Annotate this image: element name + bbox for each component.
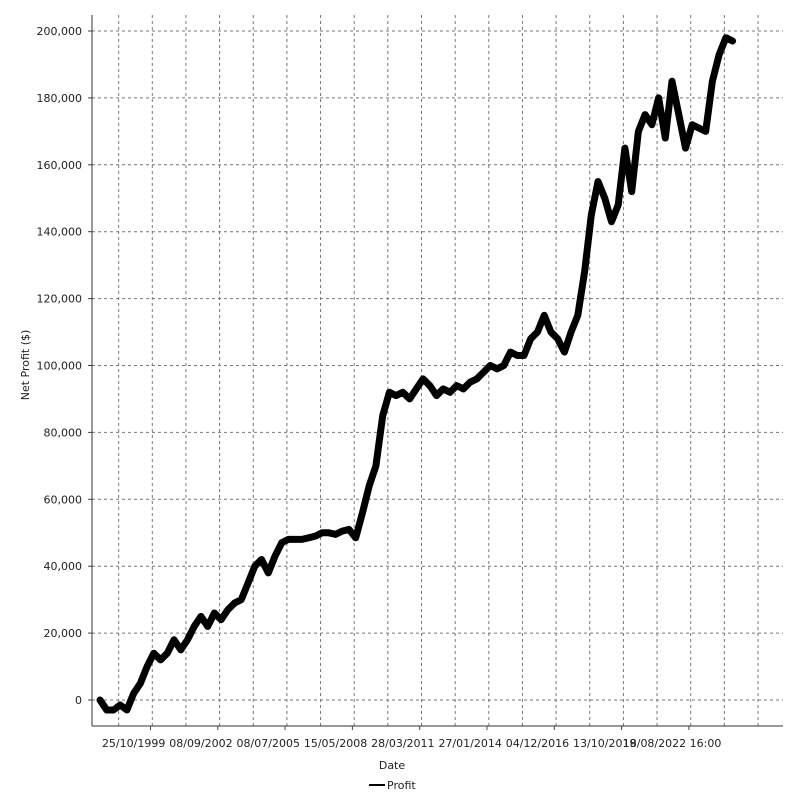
y-tick-label: 200,000 — [37, 25, 83, 38]
y-tick-label: 60,000 — [44, 493, 83, 506]
x-tick-label: 08/07/2005 — [237, 737, 300, 750]
y-tick-label: 120,000 — [37, 293, 83, 306]
axes — [88, 15, 783, 730]
y-tick-label: 0 — [75, 694, 82, 707]
y-tick-label: 40,000 — [44, 560, 83, 573]
legend-label-profit: Profit — [387, 779, 416, 792]
series — [96, 34, 737, 714]
y-axis-title: Net Profit ($) — [19, 330, 32, 401]
y-tick-label: 20,000 — [44, 627, 83, 640]
grid — [92, 15, 783, 726]
tick-labels: 0 20,000 40,000 60,000 80,000 100,000 120,000 1… — [37, 25, 722, 750]
y-tick-label: 100,000 — [37, 360, 83, 373]
x-tick-label: 04/12/2016 — [506, 737, 569, 750]
x-tick-label: 08/09/2002 — [169, 737, 232, 750]
x-tick-label: 15/05/2008 — [304, 737, 367, 750]
y-tick-label: 180,000 — [37, 92, 83, 105]
x-tick-label: 25/10/1999 — [102, 737, 165, 750]
y-tick-label: 160,000 — [37, 159, 83, 172]
x-tick-label: 27/01/2014 — [438, 737, 501, 750]
y-tick-label: 80,000 — [44, 426, 83, 439]
legend: Profit — [369, 779, 416, 792]
x-tick-label: 13/10/2019 — [573, 737, 636, 750]
series-line-profit — [96, 34, 737, 714]
x-tick-label: 18/08/2022 16:00 — [623, 737, 722, 750]
y-tick-label: 140,000 — [37, 226, 83, 239]
x-axis-title: Date — [379, 759, 406, 772]
x-tick-label: 28/03/2011 — [371, 737, 434, 750]
